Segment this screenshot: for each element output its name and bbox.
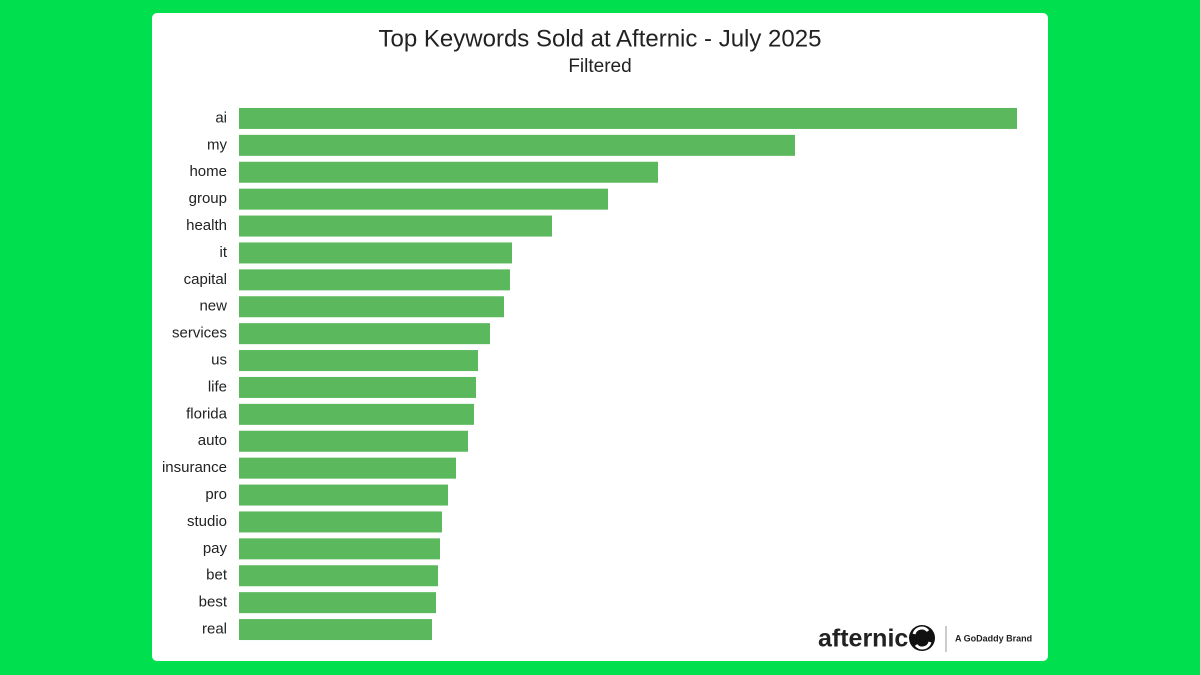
y-tick-label: health	[186, 217, 227, 234]
y-tick-label: us	[211, 352, 227, 369]
y-tick-label: pro	[205, 486, 227, 503]
y-tick-label: home	[189, 163, 227, 180]
y-tick-label: group	[189, 190, 227, 207]
bar	[239, 457, 456, 479]
bar	[239, 430, 468, 452]
logo-text: afternic	[818, 625, 908, 653]
chart-title: Top Keywords Sold at Afternic - July 202…	[379, 25, 822, 52]
y-tick-label: real	[202, 621, 227, 638]
bar	[239, 403, 474, 425]
bar	[239, 134, 795, 156]
logo-tagline: A GoDaddy Brand	[955, 633, 1032, 643]
y-tick-label: my	[207, 136, 227, 153]
bar	[239, 188, 608, 210]
y-tick-label: best	[199, 594, 228, 611]
bar	[239, 592, 436, 614]
y-tick-label: new	[199, 298, 227, 315]
y-tick-label: insurance	[162, 459, 227, 476]
y-tick-label: florida	[186, 405, 228, 422]
bar	[239, 350, 478, 372]
bar	[239, 511, 442, 533]
bar	[239, 565, 438, 587]
logo-icon-arrows	[912, 626, 932, 650]
bar	[239, 215, 552, 237]
bar	[239, 619, 432, 641]
chart-subtitle: Filtered	[568, 56, 631, 77]
y-tick-label: auto	[198, 432, 227, 449]
bar	[239, 323, 490, 345]
bar	[239, 161, 658, 183]
bar	[239, 269, 510, 291]
y-tick-label: studio	[187, 513, 227, 530]
y-tick-label: it	[220, 244, 228, 261]
bar	[239, 484, 448, 506]
y-tick-label: life	[208, 378, 227, 395]
y-tick-label: pay	[203, 540, 228, 557]
bar	[239, 242, 512, 264]
bar	[239, 107, 1017, 129]
y-tick-label: capital	[184, 271, 227, 288]
bar	[239, 376, 476, 398]
bar	[239, 296, 504, 318]
y-tick-label: ai	[215, 109, 227, 126]
bar	[239, 538, 440, 560]
y-tick-label: services	[172, 325, 227, 342]
y-tick-label: bet	[206, 567, 228, 584]
logo: afternic A GoDaddy Brand	[818, 625, 1032, 653]
